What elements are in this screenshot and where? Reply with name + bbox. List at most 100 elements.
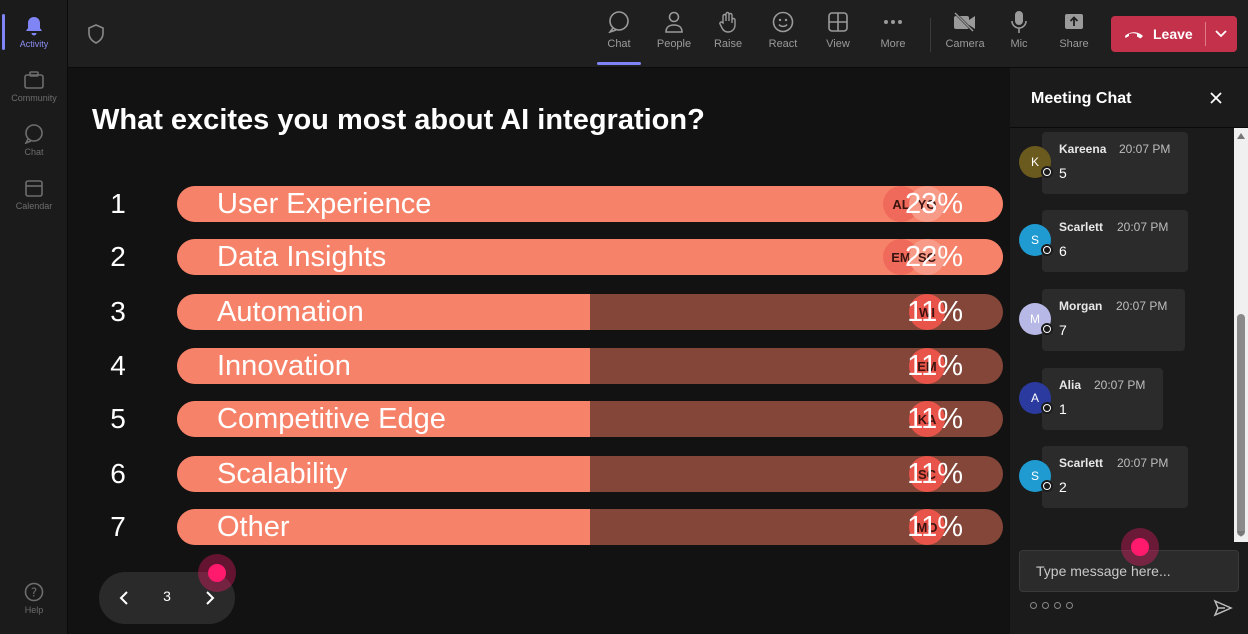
avatar: K: [1019, 146, 1053, 178]
chat-scrollbar[interactable]: [1234, 128, 1248, 542]
option-label: User Experience: [217, 188, 432, 220]
rail-item-label: Help: [24, 605, 44, 615]
meeting-toolbar: Chat People Raise React View: [68, 0, 1248, 68]
option-rank: 7: [110, 511, 126, 542]
scroll-up-arrow-icon[interactable]: [1237, 133, 1245, 139]
cursor-indicator: [1131, 538, 1149, 556]
poll-option-row: 6 Scalability SC 11%: [68, 454, 1010, 494]
chat-message-input[interactable]: [1019, 550, 1239, 592]
rail-item-help[interactable]: ? Help: [0, 572, 68, 624]
more-button-label: More: [880, 38, 906, 50]
voter-avatar: EM: [909, 348, 945, 384]
camera-off-icon: [953, 10, 977, 34]
poll-results: What excites you most about AI integrati…: [68, 68, 1010, 634]
mic-button[interactable]: Mic: [993, 10, 1045, 60]
option-label: Scalability: [217, 458, 348, 490]
option-label: Automation: [217, 296, 364, 328]
option-rank: 4: [110, 350, 126, 381]
close-icon[interactable]: [1206, 88, 1226, 108]
avatar: A: [1019, 382, 1053, 414]
format-icon[interactable]: [1030, 602, 1037, 609]
avatar: M: [1019, 303, 1053, 335]
view-button-label: View: [826, 38, 850, 50]
chat-header: Meeting Chat: [1010, 68, 1248, 128]
option-rank: 5: [110, 403, 126, 434]
scroll-down-arrow-icon[interactable]: [1237, 531, 1245, 537]
format-options: [1030, 602, 1073, 609]
shield-icon[interactable]: [86, 24, 106, 44]
emoji-icon[interactable]: [1054, 602, 1061, 609]
avatar: S: [1019, 224, 1053, 256]
toolbar-divider: [930, 18, 931, 52]
people-button[interactable]: People: [648, 10, 700, 60]
voter-avatar: WI: [909, 294, 945, 330]
message-time: 20:07 PM: [1117, 220, 1169, 234]
status-icon: [1041, 166, 1053, 178]
chat-button[interactable]: Chat: [593, 10, 645, 65]
poll-option-row: 7 Other MO 11%: [68, 507, 1010, 547]
avatar-initial: K: [1030, 155, 1039, 169]
poll-option-row: 4 Innovation EM 11%: [68, 346, 1010, 386]
option-bar: Automation WI 11%: [177, 294, 1003, 330]
view-button[interactable]: View: [812, 10, 864, 60]
grid-icon: [826, 10, 850, 34]
message-author: Scarlett: [1059, 220, 1104, 234]
raise-hand-button[interactable]: Raise: [702, 10, 754, 60]
leave-button[interactable]: Leave: [1111, 16, 1237, 52]
mic-button-label: Mic: [1010, 38, 1028, 50]
page-number: 3: [163, 588, 171, 604]
more-button[interactable]: More: [867, 10, 919, 60]
chat-button-label: Chat: [607, 38, 631, 50]
chat-bubble-icon: [23, 123, 45, 145]
share-button[interactable]: Share: [1048, 10, 1100, 60]
hand-icon: [716, 10, 740, 34]
chevron-right-icon: [206, 591, 215, 605]
send-icon[interactable]: [1213, 598, 1233, 618]
camera-button[interactable]: Camera: [939, 10, 991, 60]
rail-item-label: Chat: [24, 147, 44, 157]
rail-item-label: Calendar: [15, 201, 53, 211]
react-button-label: React: [768, 38, 798, 50]
avatar-initial: S: [1030, 233, 1039, 247]
previous-page-button[interactable]: [113, 586, 137, 610]
option-bar-fill: [177, 509, 590, 545]
avatar-initial: S: [1030, 469, 1039, 483]
status-icon: [1041, 323, 1053, 335]
voter-avatar: SC: [909, 456, 945, 492]
chevron-down-icon[interactable]: [1211, 23, 1231, 43]
microphone-icon: [1007, 10, 1031, 34]
smiley-icon: [771, 10, 795, 34]
option-rank: 3: [110, 296, 126, 327]
rail-item-activity[interactable]: Activity: [0, 6, 68, 58]
chat-title: Meeting Chat: [1031, 90, 1132, 107]
avatar-initial: M: [1030, 312, 1040, 326]
leave-button-label: Leave: [1153, 26, 1193, 42]
chat-messages[interactable]: Kareena 20:07 PM 5 K Scarlett 20:07 PM 6 S Morga…: [1010, 128, 1234, 542]
attach-icon[interactable]: [1042, 602, 1049, 609]
gif-icon[interactable]: [1066, 602, 1073, 609]
option-bar-fill: [177, 186, 1003, 222]
phone-hangup-icon: [1123, 23, 1145, 45]
poll-option-row: 1 User Experience AL YO 23%: [68, 184, 1010, 224]
option-bar: Data Insights EM SC 22%: [177, 239, 1003, 275]
left-rail: Activity Community Chat Calendar ? Help: [0, 0, 68, 634]
poll-option-row: 2 Data Insights EM SC 22%: [68, 237, 1010, 277]
chat-message: Scarlett 20:07 PM 6: [1042, 210, 1188, 272]
message-time: 20:07 PM: [1116, 299, 1168, 313]
status-icon: [1041, 402, 1053, 414]
message-author: Morgan: [1059, 299, 1103, 313]
next-page-button[interactable]: [197, 586, 221, 610]
chat-message: Scarlett 20:07 PM 2: [1042, 446, 1188, 508]
rail-item-community[interactable]: Community: [0, 60, 68, 112]
bell-icon: [23, 15, 45, 37]
option-percentage: 11%: [907, 458, 963, 490]
avatar-initial: A: [1030, 391, 1039, 405]
react-button[interactable]: React: [757, 10, 809, 60]
message-text: 2: [1059, 479, 1067, 495]
rail-item-chat[interactable]: Chat: [0, 114, 68, 166]
rail-item-calendar[interactable]: Calendar: [0, 168, 68, 220]
rail-item-label: Community: [11, 93, 57, 103]
option-bar: Scalability SC 11%: [177, 456, 1003, 492]
scrollbar-thumb[interactable]: [1237, 314, 1245, 536]
